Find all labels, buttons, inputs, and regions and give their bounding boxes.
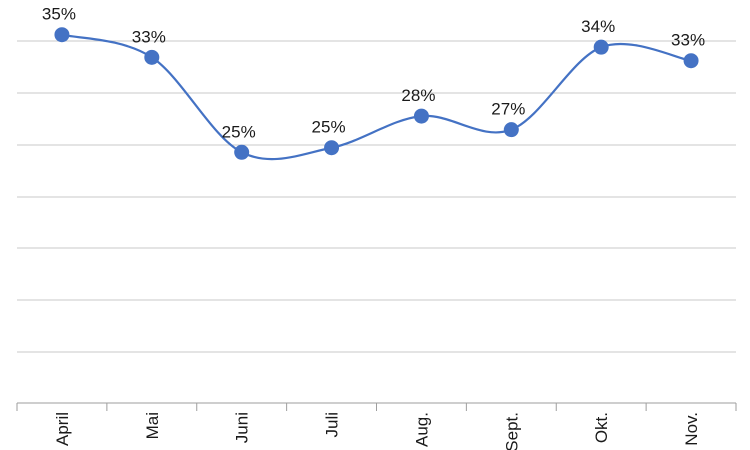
x-tick-label-3: Juli [323,412,342,438]
data-points [54,27,699,160]
x-tick-label-0: April [53,412,72,446]
x-tick-label-7: Nov. [682,412,701,446]
data-point-nov [683,53,699,69]
data-point-juni [234,144,250,160]
data-label-6: 34% [581,17,615,36]
data-label-7: 33% [671,31,705,50]
data-label-4: 28% [401,86,435,105]
x-tick-label-2: Juni [233,412,252,443]
series-line [61,33,692,161]
data-point-sept [503,122,519,138]
x-tick-label-6: Okt. [592,412,611,443]
data-label-3: 25% [312,118,346,137]
data-point-aug [413,108,429,124]
data-label-5: 27% [491,100,525,119]
data-labels: 35% 33% 25% 25% 28% 27% 34% 33% [42,5,705,142]
data-point-juli [324,140,340,156]
x-tick-label-5: Sept. [502,412,521,450]
data-point-mai [144,49,160,65]
series-line-group [61,33,692,161]
data-label-2: 25% [222,122,256,141]
x-axis [16,402,737,411]
data-point-april [54,27,70,43]
data-point-okt [593,39,609,55]
x-tick-label-1: Mai [143,412,162,439]
gridlines [17,40,736,353]
data-label-1: 33% [132,27,166,46]
data-label-0: 35% [42,5,76,24]
x-tick-label-4: Aug. [412,412,431,447]
x-tick-labels: April Mai Juni Juli Aug. Sept. Okt. Nov. [53,412,701,450]
